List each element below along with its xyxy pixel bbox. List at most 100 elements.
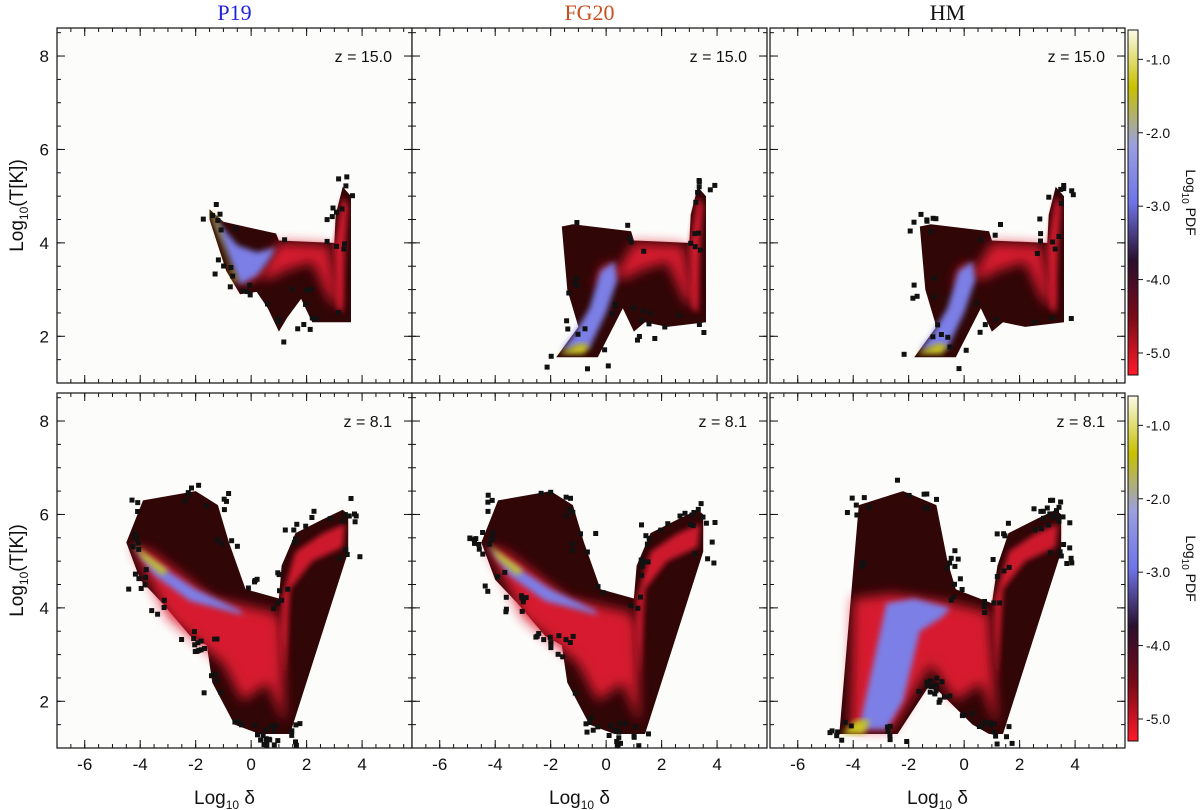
sparse-pixel bbox=[294, 521, 300, 527]
sparse-pixel bbox=[221, 507, 227, 513]
yellow-density-peak bbox=[559, 343, 590, 354]
sparse-pixel bbox=[693, 199, 699, 205]
sparse-pixel bbox=[623, 721, 629, 726]
sparse-pixel bbox=[282, 527, 288, 533]
sparse-pixel bbox=[264, 742, 270, 748]
sparse-pixel bbox=[924, 491, 930, 497]
sparse-pixel bbox=[895, 477, 900, 483]
sparse-pixel bbox=[931, 275, 937, 281]
sparse-pixel bbox=[536, 631, 542, 636]
sparse-pixel bbox=[885, 724, 891, 730]
sparse-pixel bbox=[348, 496, 354, 501]
sparse-pixel bbox=[1064, 561, 1070, 566]
sparse-pixel bbox=[342, 241, 347, 247]
sparse-pixel bbox=[215, 257, 221, 263]
sparse-pixel bbox=[229, 538, 235, 544]
sparse-pixel bbox=[200, 216, 206, 222]
sparse-pixel bbox=[991, 729, 997, 735]
sparse-pixel bbox=[692, 231, 698, 237]
sparse-pixel bbox=[560, 654, 566, 660]
sparse-pixel bbox=[957, 576, 963, 582]
x-tick-label: 2 bbox=[1015, 755, 1024, 774]
x-tick-label: 0 bbox=[246, 755, 255, 774]
shock-branch bbox=[1047, 196, 1062, 313]
sparse-pixel bbox=[519, 608, 525, 614]
sparse-pixel bbox=[275, 319, 281, 325]
sparse-pixel bbox=[476, 541, 482, 547]
sparse-pixel bbox=[636, 743, 642, 748]
sparse-pixel bbox=[564, 318, 570, 324]
sparse-pixel bbox=[978, 237, 983, 243]
sparse-pixel bbox=[633, 724, 639, 730]
sparse-pixel bbox=[982, 719, 988, 725]
sparse-pixel bbox=[548, 645, 554, 651]
sparse-pixel bbox=[186, 491, 192, 497]
sparse-pixel bbox=[467, 536, 473, 542]
sparse-pixel bbox=[690, 523, 696, 529]
sparse-pixel bbox=[935, 322, 941, 328]
sparse-pixel bbox=[998, 222, 1003, 227]
sparse-pixel bbox=[593, 531, 599, 536]
panel-p19-z8_1: 2 4 6 8 Log10(T[K]) -6 -4 -2 0 2 4 Log10 δ z = 8.1 bbox=[7, 392, 413, 810]
sparse-pixel bbox=[848, 723, 854, 729]
sparse-pixel bbox=[214, 636, 220, 642]
sparse-pixel bbox=[927, 689, 933, 695]
colorbar-gradient bbox=[1127, 29, 1139, 376]
sparse-pixel bbox=[692, 244, 698, 250]
sparse-pixel bbox=[1038, 526, 1044, 532]
sparse-pixel bbox=[213, 202, 219, 207]
sparse-pixel bbox=[293, 742, 299, 748]
sparse-pixel bbox=[1050, 514, 1056, 520]
sparse-pixel bbox=[161, 597, 167, 603]
sparse-pixel bbox=[230, 273, 236, 279]
sparse-pixel bbox=[928, 678, 933, 684]
sparse-pixel bbox=[265, 301, 270, 307]
sparse-pixel bbox=[646, 321, 652, 327]
sparse-pixel bbox=[991, 600, 997, 606]
sparse-pixel bbox=[907, 228, 913, 234]
sparse-pixel bbox=[677, 513, 683, 519]
sparse-pixel bbox=[309, 515, 315, 520]
sparse-pixel bbox=[628, 239, 634, 245]
sparse-pixel bbox=[503, 594, 509, 600]
shock-branch bbox=[689, 196, 704, 313]
sparse-pixel bbox=[994, 531, 1000, 537]
sparse-pixel bbox=[994, 741, 1000, 747]
sparse-pixel bbox=[1046, 522, 1051, 528]
sparse-pixel bbox=[921, 491, 927, 497]
sparse-pixel bbox=[930, 334, 936, 340]
sparse-pixel bbox=[339, 206, 345, 212]
sparse-pixel bbox=[1069, 560, 1075, 566]
sparse-pixel bbox=[950, 594, 956, 600]
phase-distribution bbox=[544, 178, 718, 372]
sparse-pixel bbox=[941, 694, 947, 700]
sparse-pixel bbox=[129, 497, 135, 503]
sparse-pixel bbox=[583, 721, 589, 727]
sparse-pixel bbox=[485, 508, 491, 514]
sparse-pixel bbox=[911, 282, 917, 288]
sparse-pixel bbox=[648, 310, 654, 316]
sparse-pixel bbox=[191, 636, 197, 641]
sparse-pixel bbox=[979, 724, 985, 729]
sparse-pixel bbox=[988, 720, 994, 726]
sparse-pixel bbox=[911, 219, 917, 225]
sparse-pixel bbox=[226, 491, 232, 496]
colorbar-label: Log10 PDF bbox=[1179, 169, 1199, 235]
sparse-pixel bbox=[472, 540, 477, 546]
redshift-label: z = 15.0 bbox=[690, 49, 747, 66]
sparse-pixel bbox=[480, 551, 486, 557]
colorbar-gradient bbox=[1127, 395, 1139, 742]
sparse-pixel bbox=[570, 510, 576, 515]
panel-p19-z15: 2 4 6 8 Log10(T[K]) z = 15.0 bbox=[7, 27, 413, 384]
sparse-pixel bbox=[502, 569, 508, 575]
sparse-pixel bbox=[195, 640, 201, 646]
sparse-pixel bbox=[563, 494, 569, 500]
sparse-pixel bbox=[247, 282, 253, 288]
sparse-pixel bbox=[341, 246, 347, 252]
y-axis-label: Log10(T[K]) bbox=[7, 524, 31, 617]
sparse-pixel bbox=[1004, 734, 1009, 740]
sparse-pixel bbox=[189, 485, 194, 491]
sparse-pixel bbox=[1034, 251, 1040, 256]
sparse-pixel bbox=[490, 530, 496, 536]
sparse-pixel bbox=[567, 640, 573, 645]
